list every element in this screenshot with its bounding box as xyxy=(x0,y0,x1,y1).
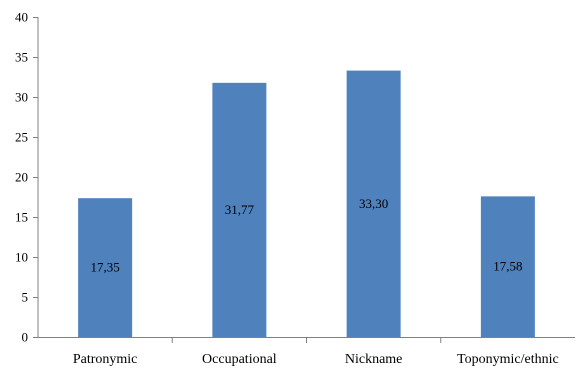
y-tick-label: 25 xyxy=(15,130,28,145)
y-axis: 0 5 10 15 20 25 30 35 40 xyxy=(15,10,39,345)
x-category-label: Patronymic xyxy=(73,352,138,367)
x-category-label: Nickname xyxy=(345,352,403,367)
y-tick-label: 30 xyxy=(15,90,28,105)
x-category-label: Toponymic/ethnic xyxy=(457,352,559,367)
bar xyxy=(78,198,133,337)
bar xyxy=(346,70,401,337)
y-tick-label: 35 xyxy=(15,50,28,65)
bar xyxy=(212,82,267,337)
bars: 17,35 31,77 33,30 17,58 xyxy=(78,70,535,337)
bar-data-label: 31,77 xyxy=(225,202,255,217)
x-axis: Patronymic Occupational Nickname Toponymic/… xyxy=(38,337,575,367)
bar-data-label: 33,30 xyxy=(359,196,388,211)
bar-data-label: 17,35 xyxy=(91,260,120,275)
y-tick-label: 5 xyxy=(22,290,29,305)
bar-data-label: 17,58 xyxy=(493,259,522,274)
y-tick-label: 10 xyxy=(15,250,28,265)
y-tick-label: 0 xyxy=(22,330,29,345)
bar xyxy=(480,196,535,337)
y-tick-label: 15 xyxy=(15,210,28,225)
y-tick-label: 40 xyxy=(15,10,28,25)
x-category-label: Occupational xyxy=(202,352,277,367)
y-tick-label: 20 xyxy=(15,170,28,185)
